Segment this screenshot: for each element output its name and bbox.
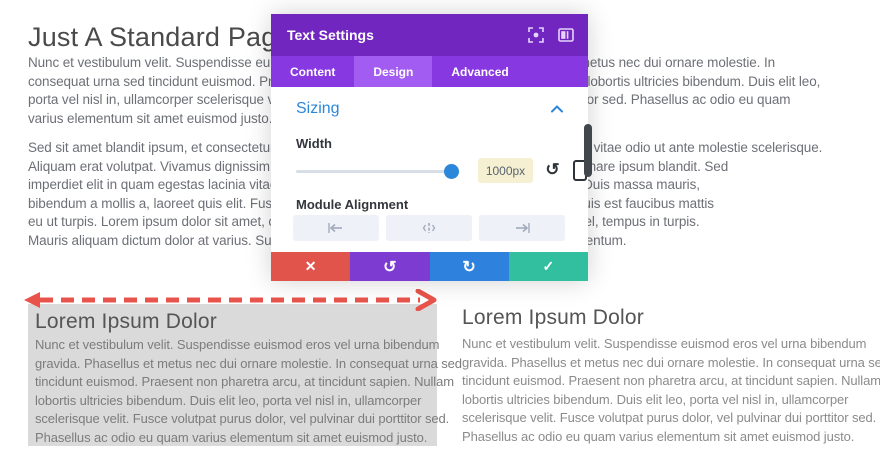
text-line: Phasellus ac odio eu quam varius element… bbox=[462, 428, 855, 444]
align-right-icon bbox=[516, 223, 530, 233]
text-line: scelerisque velit. Fusce volutpat purus … bbox=[35, 411, 450, 426]
width-label: Width bbox=[296, 136, 332, 151]
align-right-button[interactable] bbox=[479, 215, 565, 241]
width-value-input[interactable]: 1000px bbox=[478, 158, 533, 183]
redo-button[interactable]: ↻ bbox=[429, 252, 509, 281]
align-center-icon bbox=[422, 223, 436, 233]
text-line: lobortis ultricies bibendum. Duis elit l… bbox=[462, 391, 849, 407]
left-column-paragraph: Nunc et vestibulum velit. Suspendisse eu… bbox=[35, 336, 462, 447]
width-slider-handle[interactable] bbox=[444, 164, 459, 179]
modal-scrollbar-thumb[interactable] bbox=[584, 124, 592, 177]
text-line: tincidunt euismod. Praesent non pharetra… bbox=[462, 373, 880, 388]
reset-icon[interactable]: ↺ bbox=[545, 160, 560, 179]
align-center-button[interactable] bbox=[386, 215, 472, 241]
tab-design[interactable]: Design bbox=[354, 56, 433, 87]
module-alignment-buttons bbox=[293, 215, 565, 241]
right-column-heading: Lorem Ipsum Dolor bbox=[462, 306, 644, 329]
expand-icon[interactable] bbox=[528, 27, 544, 43]
split-view-icon[interactable] bbox=[558, 27, 574, 43]
text-line: tincidunt euismod. Praesent non pharetra… bbox=[35, 374, 454, 389]
sizing-section-title: Sizing bbox=[296, 100, 340, 117]
page-title: Just A Standard Page bbox=[28, 22, 292, 52]
tab-advanced[interactable]: Advanced bbox=[451, 64, 509, 79]
text-line: gravida. Phasellus et metus nec dui orna… bbox=[35, 355, 462, 371]
modal-title: Text Settings bbox=[287, 27, 374, 43]
modal-action-bar: ✕ ↺ ↻ ✓ bbox=[271, 252, 588, 281]
sizing-section-header[interactable]: Sizing bbox=[296, 100, 563, 118]
chevron-up-icon[interactable] bbox=[551, 105, 563, 113]
module-alignment-label: Module Alignment bbox=[296, 197, 409, 212]
left-column-heading: Lorem Ipsum Dolor bbox=[35, 310, 217, 333]
align-left-button[interactable] bbox=[293, 215, 379, 241]
text-line: scelerisque velit. Fusce volutpat purus … bbox=[462, 410, 877, 425]
discard-button[interactable]: ✕ bbox=[271, 252, 351, 281]
save-button[interactable]: ✓ bbox=[508, 252, 588, 281]
text-line: Phasellus ac odio eu quam varius element… bbox=[35, 429, 428, 445]
article-paragraph-1: Nunc et vestibulum velit. Suspendisse eu… bbox=[28, 54, 880, 128]
align-left-icon bbox=[328, 223, 342, 233]
text-settings-modal: Text Settings Content Design Advanced Si… bbox=[271, 14, 588, 281]
undo-button[interactable]: ↺ bbox=[350, 252, 430, 281]
width-resize-arrow bbox=[24, 289, 437, 311]
text-line: Nunc et vestibulum velit. Suspendisse eu… bbox=[35, 337, 440, 352]
width-slider[interactable] bbox=[296, 164, 459, 179]
text-line: varius elementum sit amet euismod justo. bbox=[28, 110, 273, 126]
modal-body: Sizing Width 1000px ↺ Module Alignment bbox=[271, 87, 588, 252]
left-column-panel: Lorem Ipsum Dolor Nunc et vestibulum vel… bbox=[28, 304, 462, 446]
text-line: Nunc et vestibulum velit. Suspendisse eu… bbox=[462, 336, 867, 351]
text-line: lobortis ultricies bibendum. Duis elit l… bbox=[35, 392, 422, 408]
width-control-row: 1000px ↺ bbox=[296, 157, 587, 185]
tab-content[interactable]: Content bbox=[290, 64, 336, 79]
modal-header: Text Settings bbox=[271, 14, 588, 56]
right-column-paragraph: Nunc et vestibulum velit. Suspendisse eu… bbox=[462, 335, 880, 446]
modal-tabs: Content Design Advanced bbox=[271, 56, 588, 87]
text-line: gravida. Phasellus et metus nec dui orna… bbox=[462, 354, 880, 370]
